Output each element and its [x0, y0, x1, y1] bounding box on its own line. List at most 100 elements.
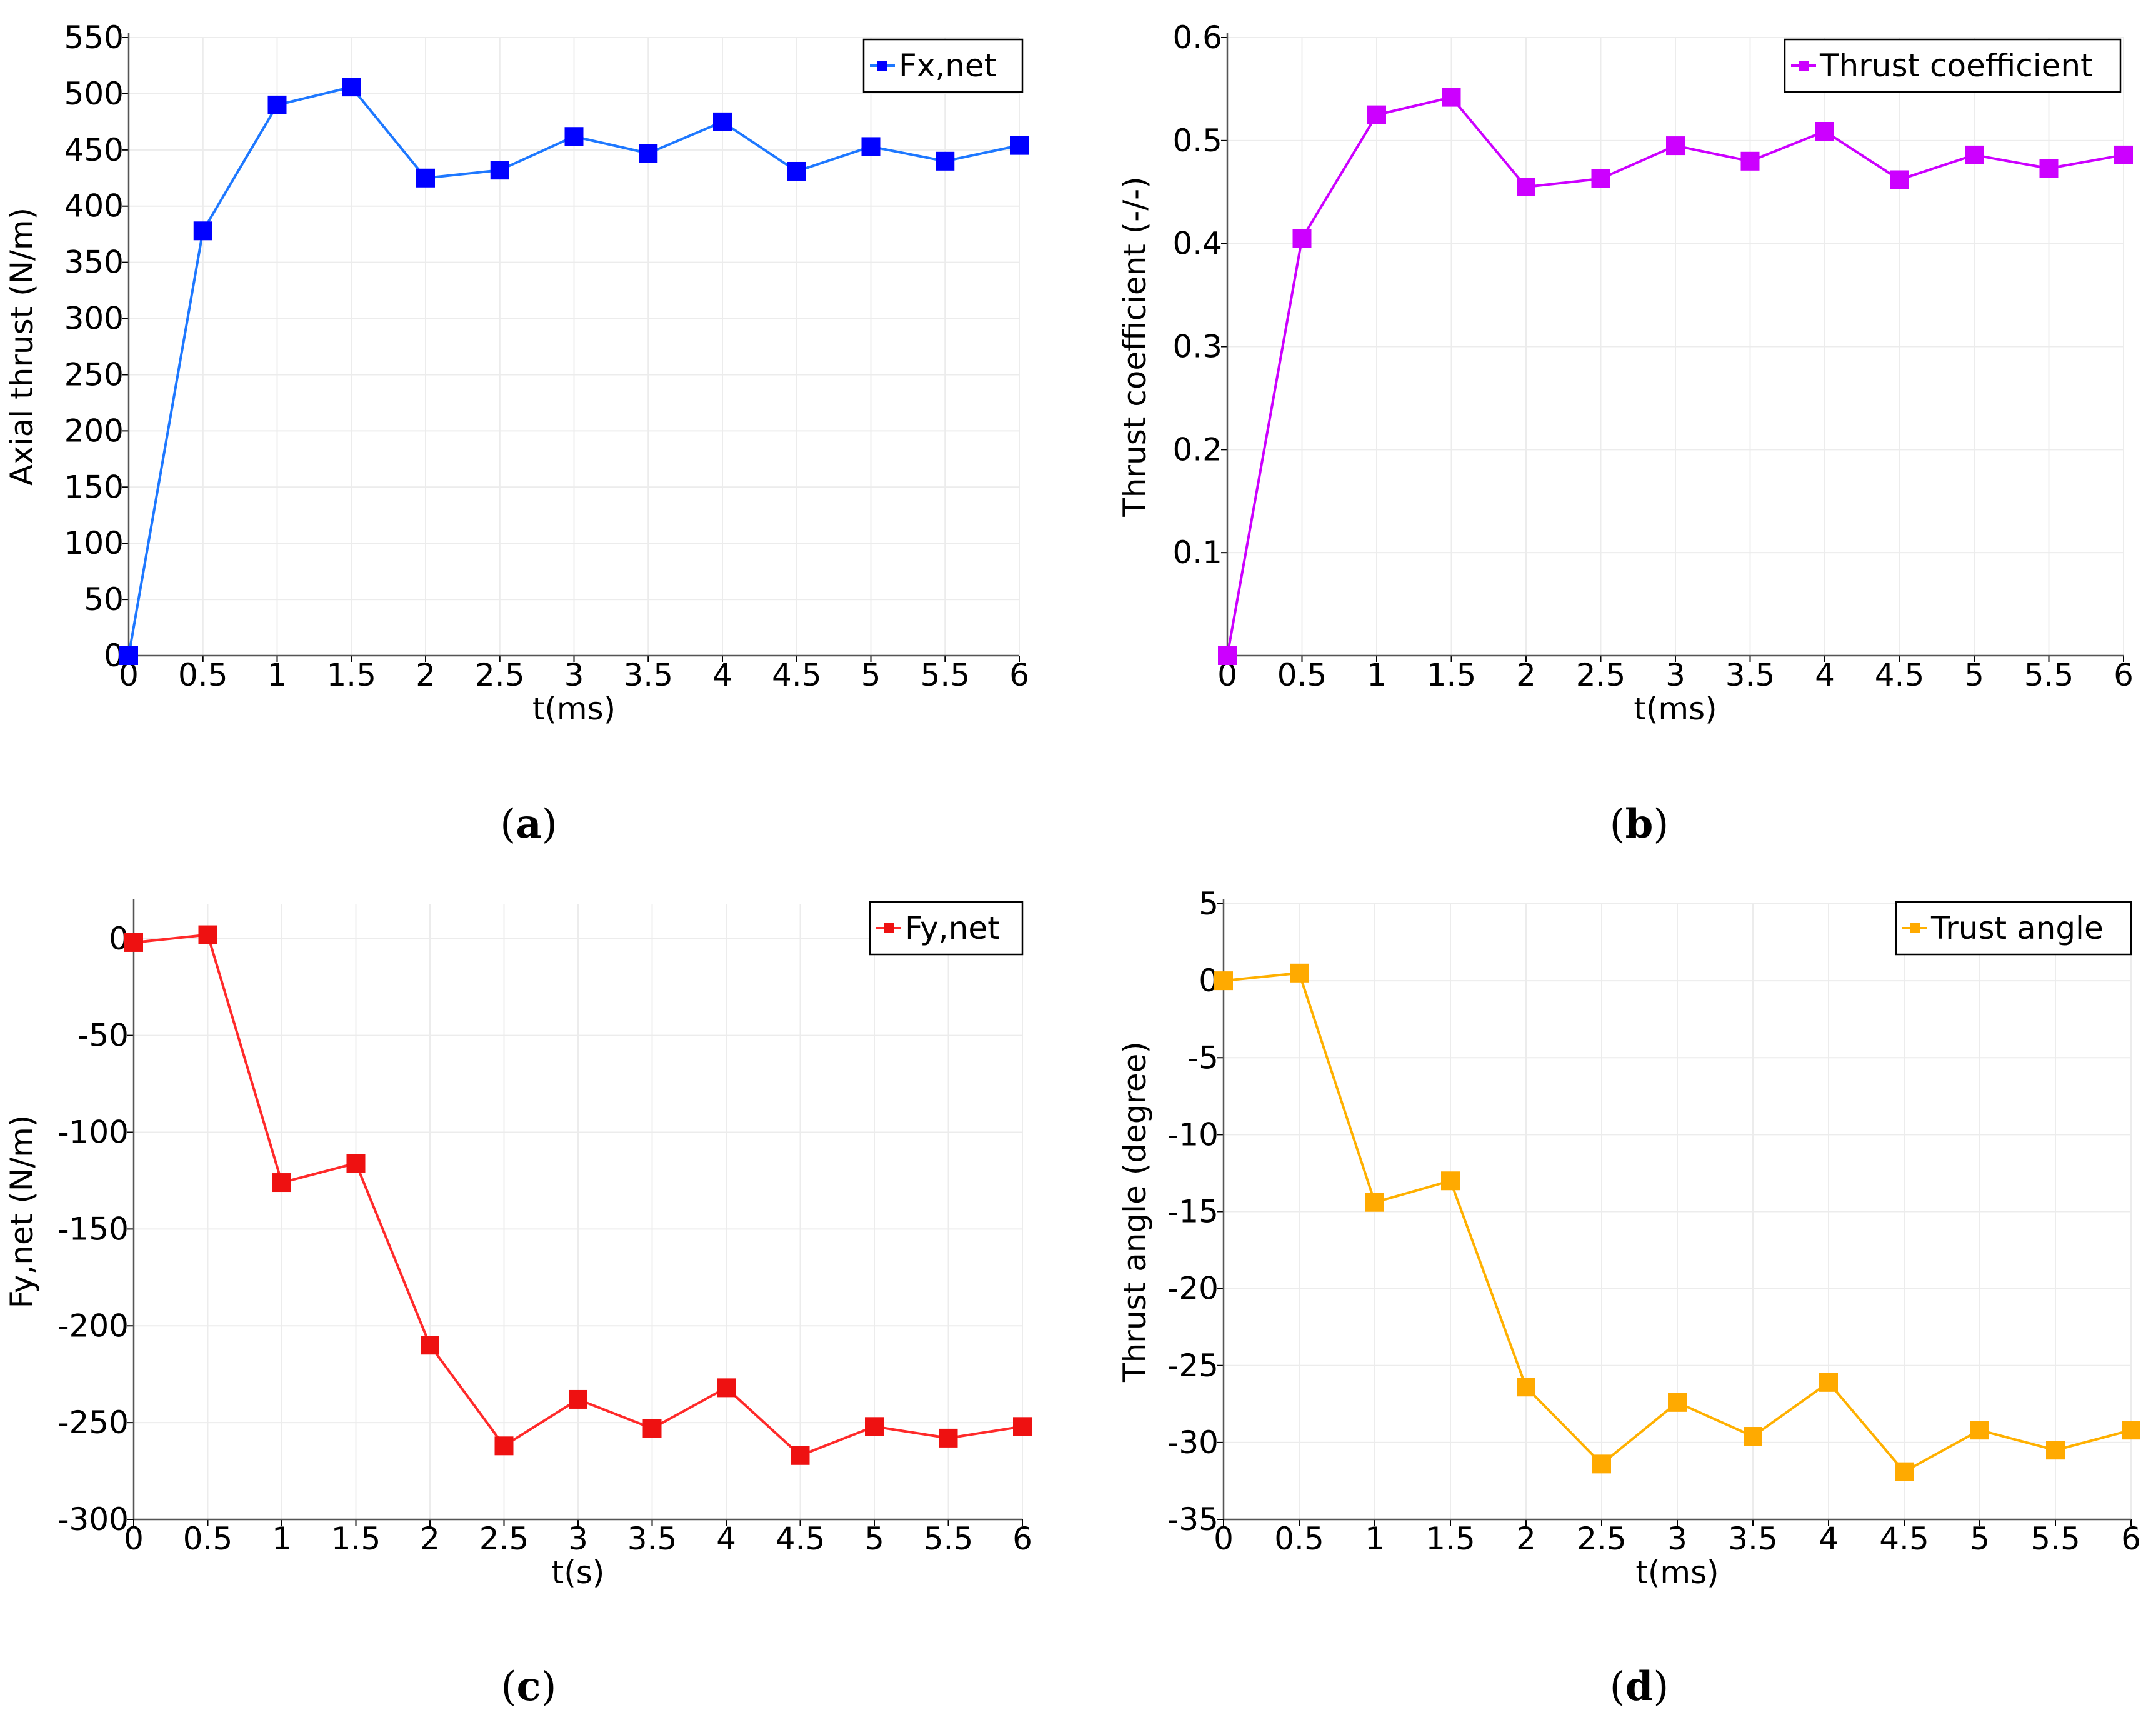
data-point-marker	[1013, 1417, 1032, 1436]
data-point-marker	[1292, 229, 1312, 248]
data-point-marker	[717, 1378, 736, 1398]
panel-caption: (d)	[1610, 1663, 1669, 1710]
data-point-marker	[1441, 1171, 1460, 1191]
y-tick-label: 300	[64, 301, 124, 337]
data-point-marker	[1592, 1454, 1611, 1474]
x-tick-label: 1.5	[331, 1521, 381, 1557]
x-tick-label: 3.5	[623, 657, 673, 693]
data-point-marker	[1517, 178, 1535, 197]
y-tick-label: 250	[64, 356, 124, 393]
panel-b-thrust-coefficient-chart: 0 0.5 1 1.5 2 2.5 3 3.5 4 4.5 5 5.5 60.10.20.30.40.5…	[1117, 19, 2134, 848]
x-tick-label: 4	[716, 1521, 736, 1557]
x-axis-title: t(ms)	[1634, 691, 1717, 727]
panel-a-thrust-chart: 0 0.5 1 1.5 2 2.5 3 3.5 4 4.5 5 5.5 6050100150200250…	[4, 19, 1029, 848]
panel-d-thrust-angle-chart: 0 0.5 1 1.5 2 2.5 3 3.5 4 4.5 5 5.5 650-5-10-15-20-2…	[1117, 886, 2141, 1710]
data-point-marker	[2039, 159, 2059, 178]
data-point-marker	[1895, 1462, 1914, 1481]
data-point-marker	[198, 925, 217, 944]
x-tick-label: 1.5	[326, 657, 376, 693]
y-tick-label: 450	[64, 132, 124, 168]
legend-marker-swatch	[877, 61, 887, 71]
data-point-marker	[416, 168, 435, 188]
data-point-marker	[1740, 151, 1760, 171]
y-axis-title: Thrust coefficient (-/-)	[1117, 176, 1153, 517]
x-tick-label: 4.5	[776, 1521, 826, 1557]
y-tick-label: 350	[64, 244, 124, 281]
y-tick-label: 0.2	[1172, 431, 1222, 468]
data-point-marker	[272, 1173, 291, 1193]
x-tick-label: 1	[267, 657, 287, 693]
data-point-marker	[346, 1154, 366, 1173]
data-point-marker	[713, 112, 732, 131]
x-tick-label: 6	[2114, 657, 2134, 693]
data-point-marker	[1890, 170, 1909, 189]
data-point-marker	[1010, 136, 1029, 155]
panel-caption: (b)	[1610, 801, 1669, 848]
data-point-marker	[1666, 136, 1685, 156]
y-tick-label: 0.3	[1172, 329, 1222, 365]
legend-box	[1895, 901, 2132, 956]
legend-marker-swatch	[1799, 61, 1809, 71]
data-point-marker	[569, 1389, 587, 1409]
x-tick-label: 1	[272, 1521, 292, 1557]
x-tick-label: 4	[1819, 1521, 1839, 1557]
y-tick-label: -50	[77, 1018, 129, 1054]
x-tick-label: 5.5	[920, 657, 970, 693]
y-tick-label: -250	[58, 1404, 129, 1441]
y-tick-label: -10	[1167, 1116, 1219, 1153]
x-tick-label: 5	[864, 1521, 884, 1557]
x-tick-label: 3	[1667, 1521, 1687, 1557]
data-point-marker	[2114, 145, 2133, 164]
data-point-marker	[494, 1436, 514, 1456]
y-axis-title: Thrust angle (degree)	[1117, 1041, 1153, 1383]
x-tick-label: 3.5	[627, 1521, 677, 1557]
y-tick-label: -20	[1167, 1271, 1219, 1307]
y-tick-label: -150	[58, 1211, 129, 1247]
data-point-marker	[1218, 646, 1237, 665]
x-tick-label: 3	[564, 657, 584, 693]
caption-letter: a	[516, 801, 541, 848]
data-point-marker	[267, 95, 287, 114]
y-tick-label: 150	[64, 469, 124, 505]
x-tick-label: 5	[1970, 1521, 1990, 1557]
x-tick-label: 2	[1516, 657, 1536, 693]
caption-close-paren: )	[542, 801, 557, 848]
data-point-marker	[1591, 169, 1610, 188]
x-tick-label: 5	[861, 657, 881, 693]
data-point-marker	[1970, 1421, 1989, 1440]
x-axis-title: t(ms)	[532, 691, 616, 727]
data-point-marker	[1442, 88, 1461, 107]
panel-c-fy-chart: 0 0.5 1 1.5 2 2.5 3 3.5 4 4.5 5 5.5 60-50-100-150-20…	[4, 899, 1032, 1710]
y-tick-label: 5	[1199, 886, 1219, 922]
y-tick-label: -35	[1167, 1501, 1219, 1538]
data-point-marker	[2122, 1421, 2140, 1440]
data-point-marker	[421, 1336, 439, 1355]
legend-marker-swatch	[884, 923, 894, 933]
data-point-marker	[490, 161, 509, 180]
x-tick-label: 3	[1665, 657, 1685, 693]
data-point-marker	[342, 78, 361, 97]
x-tick-label: 2	[1516, 1521, 1536, 1557]
data-point-marker	[1365, 1193, 1384, 1212]
y-tick-label: 550	[64, 19, 124, 56]
data-point-marker	[1965, 145, 1984, 164]
x-tick-label: 5	[1964, 657, 1984, 693]
x-tick-label: 5.5	[924, 1521, 974, 1557]
caption-close-paren: )	[1653, 1664, 1669, 1710]
x-tick-label: 0.5	[1277, 657, 1327, 693]
data-point-marker	[791, 1446, 810, 1465]
caption-letter: c	[517, 1663, 541, 1710]
x-tick-label: 2	[416, 657, 436, 693]
x-tick-label: 2.5	[475, 657, 525, 693]
caption-close-paren: )	[541, 1664, 556, 1710]
data-point-marker	[1668, 1393, 1687, 1412]
data-point-marker	[1819, 1373, 1838, 1392]
y-axis-title: Fy,net (N/m)	[4, 1115, 40, 1309]
y-tick-label: 100	[64, 525, 124, 561]
data-point-marker	[787, 161, 806, 181]
x-tick-label: 0.5	[183, 1521, 233, 1557]
y-tick-label: -5	[1187, 1039, 1219, 1076]
x-axis-title: t(s)	[552, 1554, 605, 1591]
y-tick-label: 0.5	[1172, 123, 1222, 159]
